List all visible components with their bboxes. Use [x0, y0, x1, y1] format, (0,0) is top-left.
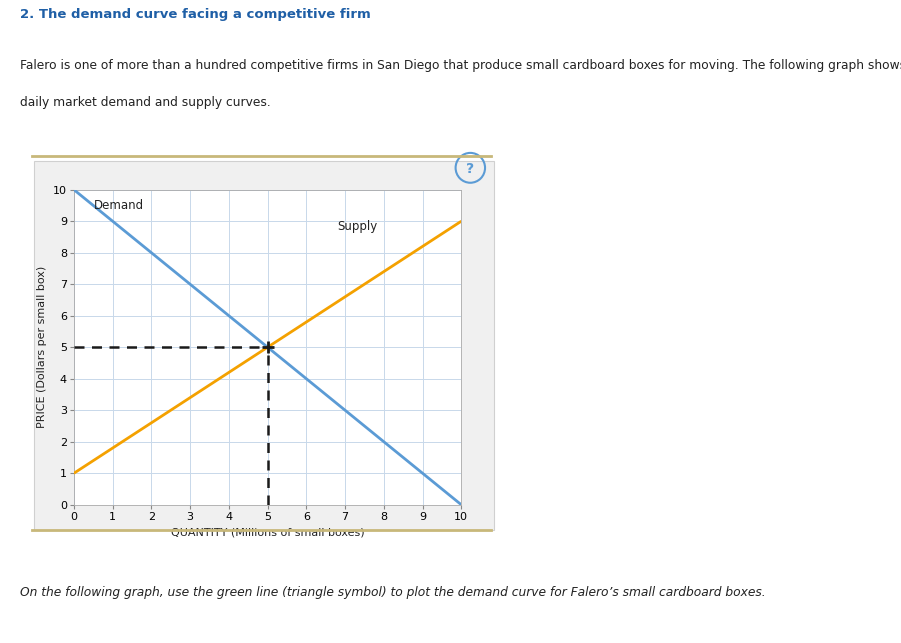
Text: On the following graph, use the green line (triangle symbol) to plot the demand : On the following graph, use the green li…	[20, 586, 766, 599]
Text: Supply: Supply	[337, 220, 378, 233]
Text: daily market demand and supply curves.: daily market demand and supply curves.	[20, 96, 270, 109]
Y-axis label: PRICE (Dollars per small box): PRICE (Dollars per small box)	[37, 266, 48, 428]
Text: 2. The demand curve facing a competitive firm: 2. The demand curve facing a competitive…	[20, 8, 370, 21]
Text: Falero is one of more than a hundred competitive firms in San Diego that produce: Falero is one of more than a hundred com…	[20, 59, 901, 71]
Text: ?: ?	[466, 161, 475, 176]
X-axis label: QUANTITY (Millions of small boxes): QUANTITY (Millions of small boxes)	[171, 527, 364, 538]
Text: Demand: Demand	[94, 199, 144, 212]
